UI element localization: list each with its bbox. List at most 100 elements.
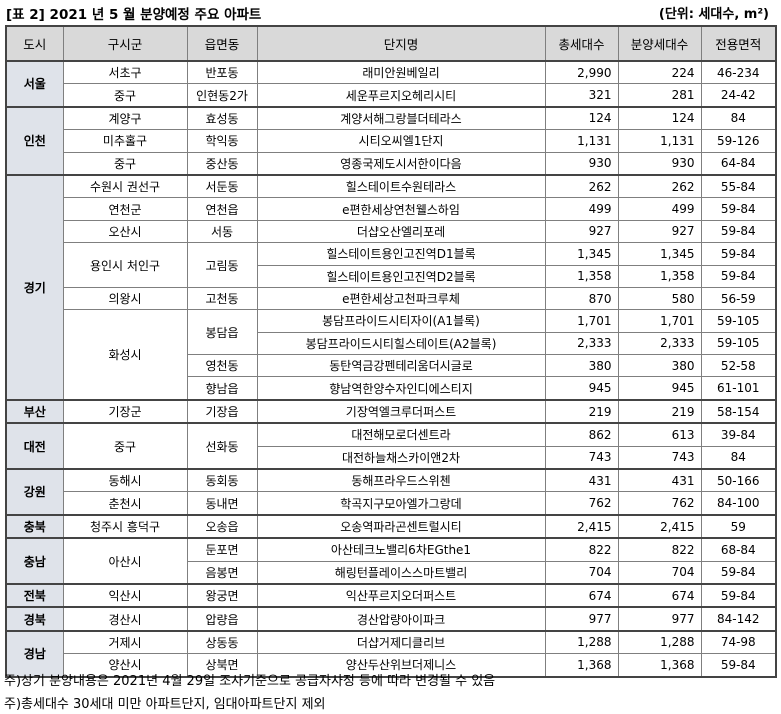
area: 59-105 [700,309,777,333]
area: 84-142 [700,606,777,632]
table: 도시 구시군 읍면동 단지명 총세대수 분양세대수 전용면적 서울 서초구 반포동 래미안원베일리… [5,25,777,678]
town-cell: 영천동 [186,354,258,378]
table-row: 대전하늘채스카이앤2차 743 743 84 [6,445,777,470]
town-cell: 서동 [186,219,258,244]
town-cell: 서둔동 [186,173,258,199]
complex-name: 오송역파라곤센트럴시티 [256,513,546,539]
area: 56-59 [700,286,777,311]
total-units: 219 [544,398,619,424]
total-units: 499 [544,197,619,221]
table-row: 의왕시 고천동 e편한세상고천파크루체 870 580 56-59 [6,286,777,311]
total-units: 977 [544,606,619,632]
area: 39-84 [700,422,777,447]
total-units: 870 [544,286,619,311]
town-cell: 선화동 [186,422,258,470]
sale-units: 219 [617,398,702,424]
city-cell: 경남 [5,629,64,678]
sale-units: 1,345 [617,242,702,266]
table-row: 전북 익산시 왕궁면 익산푸르지오더퍼스트 674 674 59-84 [5,582,777,608]
table-row: 향남읍 향남역한양수자인디에스티지 945 945 61-101 [6,376,777,401]
area: 46-234 [700,60,777,85]
town-cell: 중산동 [186,151,258,176]
town-cell: 왕궁면 [186,582,258,608]
table-row: 봉담프라이드시티힐스테이트(A2블록) 2,333 2,333 59-105 [6,331,777,356]
total-units: 862 [544,422,619,447]
complex-name: 영종국제도시서한이다음 [256,151,546,176]
town-cell: 반포동 [186,60,258,85]
city-cell: 충북 [5,513,64,539]
table-row: 충남 아산시 둔포면 아산테크노밸리6차EGthe1 822 822 68-84 [5,537,777,585]
district-cell: 연천군 [62,197,188,221]
total-units: 124 [544,105,619,131]
district-cell: 미추홀구 [62,129,188,153]
city-cell: 경기 [5,173,64,401]
sale-units: 1,358 [617,264,702,288]
table-row: 경기 수원시 권선구 서둔동 힐스테이트수원테라스 262 262 55-84 [5,173,777,401]
sale-units: 281 [617,83,702,108]
total-units: 2,990 [544,60,619,85]
sale-units: 431 [617,468,702,493]
table-row: 춘천시 동내면 학곡지구모아엘가그랑데 762 762 84-100 [6,491,777,516]
table-row: 부산 기장군 기장읍 기장역엘크루더퍼스트 219 219 58-154 [5,398,777,424]
city-cell: 인천 [5,105,64,176]
district-cell: 아산시 [62,537,188,585]
sale-units: 977 [617,606,702,632]
complex-name: 힐스테이트수원테라스 [256,173,546,199]
sale-units: 930 [617,151,702,176]
town-cell: 기장읍 [186,398,258,424]
total-units: 1,131 [544,129,619,153]
table-row: 힐스테이트용인고진역D2블록 1,358 1,358 59-84 [6,264,777,288]
area: 59-84 [700,653,777,678]
total-units: 431 [544,468,619,493]
sale-units: 1,288 [617,629,702,655]
area: 59-84 [700,560,777,585]
town-cell: 오송읍 [186,513,258,539]
sale-units: 822 [617,537,702,562]
city-cell: 강원 [5,468,64,516]
area: 84-100 [700,491,777,516]
sale-units: 224 [617,60,702,85]
district-cell: 중구 [62,422,188,470]
complex-name: 익산푸르지오더퍼스트 [256,582,546,608]
total-units: 927 [544,219,619,244]
total-units: 2,415 [544,513,619,539]
area: 59-84 [700,582,777,608]
area: 59-84 [700,219,777,244]
complex-name: 기장역엘크루더퍼스트 [256,398,546,424]
total-units: 704 [544,560,619,585]
area: 59 [700,513,777,539]
town-cell: 봉담읍 [186,309,258,356]
column-header: 구시군 [62,25,188,62]
complex-name: 동탄역금강펜테리움더시글로 [256,354,546,378]
total-units: 2,333 [544,331,619,356]
column-header: 도시 [5,25,64,62]
total-units: 1,358 [544,264,619,288]
sale-units: 1,131 [617,129,702,153]
sale-units: 580 [617,286,702,311]
complex-name: 양산두산위브더제니스 [256,653,546,678]
total-units: 945 [544,376,619,401]
city-cell: 서울 [5,60,64,108]
city-cell: 대전 [5,422,64,470]
total-units: 1,345 [544,242,619,266]
table-row: 경북 경산시 압량읍 경산압량아이파크 977 977 84-142 [5,606,777,632]
sale-units: 674 [617,582,702,608]
district-cell: 중구 [62,151,188,176]
district-cell: 기장군 [62,398,188,424]
area: 59-84 [700,197,777,221]
city-cell: 경북 [5,606,64,632]
district-cell: 서초구 [62,60,188,85]
total-units: 1,701 [544,309,619,333]
area: 50-166 [700,468,777,493]
town-cell: 상동동 [186,629,258,655]
sale-units: 262 [617,173,702,199]
table-row: 용인시 처인구 고림동 힐스테이트용인고진역D1블록 1,345 1,345 59-84 [6,242,777,288]
town-cell: 상북면 [186,653,258,678]
sale-units: 2,333 [617,331,702,356]
complex-name: 동해프라우드스위첸 [256,468,546,493]
table-row: 인천 계양구 효성동 계양서해그랑블더테라스 124 124 84 [5,105,777,176]
area: 59-84 [700,242,777,266]
complex-name: 세운푸르지오헤리시티 [256,83,546,108]
header-row: 도시 구시군 읍면동 단지명 총세대수 분양세대수 전용면적 [5,25,777,62]
column-header: 분양세대수 [617,25,702,62]
